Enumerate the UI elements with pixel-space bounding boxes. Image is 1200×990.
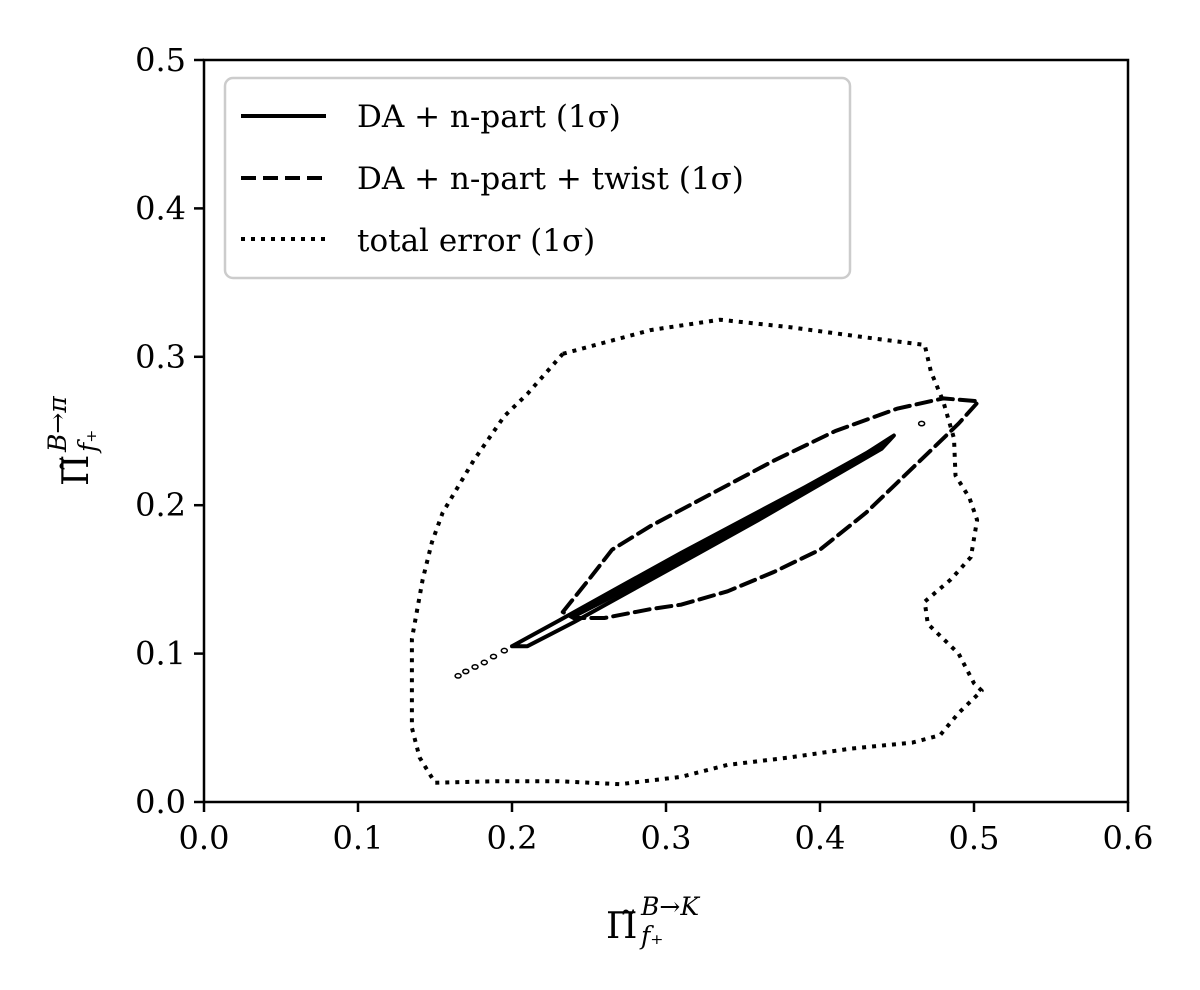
contour-dashed-0 — [560, 396, 981, 620]
x-tick-label: 0.0 — [179, 819, 230, 857]
y-axis-label-symbol: Π̃ — [56, 455, 97, 486]
y-tick-label: 0.0 — [135, 783, 186, 821]
y-axis: 0.0 0.1 0.2 0.3 0.4 0.5 — [135, 41, 204, 821]
contour-solid-1 — [571, 437, 892, 619]
contour-island-point — [480, 659, 489, 666]
x-tick-label: 0.2 — [487, 819, 538, 857]
y-axis-label-subscript: f₊ — [73, 430, 102, 454]
x-tick-label: 0.4 — [795, 819, 846, 857]
x-axis-label-superscript: B→K — [640, 892, 700, 921]
contour-island-point — [500, 647, 509, 654]
x-axis-label: Π̃ B→K f₊ — [606, 892, 700, 950]
contour-island-point — [454, 672, 462, 679]
x-axis-label-subscript: f₊ — [639, 921, 663, 950]
contour-island-point — [471, 664, 479, 670]
legend-label-total-error: total error (1σ) — [357, 223, 595, 259]
plot-content — [409, 317, 984, 787]
y-tick-label: 0.2 — [135, 486, 186, 524]
contour-island-point — [917, 420, 926, 427]
legend: DA + n-part (1σ) DA + n-part + twist (1σ… — [223, 76, 852, 280]
legend-box — [223, 76, 852, 280]
y-axis-label-superscript: B→π — [43, 396, 72, 453]
x-tick-label: 0.3 — [641, 819, 692, 857]
contour-island-point — [489, 653, 498, 660]
x-axis: 0.0 0.1 0.2 0.3 0.4 0.5 0.6 — [179, 802, 1154, 857]
legend-label-da-npart-twist: DA + n-part + twist (1σ) — [357, 161, 744, 197]
x-tick-label: 0.6 — [1103, 819, 1154, 857]
legend-label-da-npart: DA + n-part (1σ) — [357, 99, 621, 135]
x-axis-label-symbol: Π̃ — [606, 906, 637, 947]
y-tick-label: 0.4 — [135, 189, 186, 227]
y-axis-label: Π̃ B→π f₊ — [43, 396, 102, 486]
contour-dotted-0 — [409, 317, 984, 787]
y-tick-label: 0.5 — [135, 41, 186, 79]
contour-island-point — [462, 668, 470, 675]
x-tick-label: 0.1 — [333, 819, 384, 857]
x-tick-label: 0.5 — [949, 819, 1000, 857]
y-tick-label: 0.3 — [135, 338, 186, 376]
y-tick-label: 0.1 — [135, 635, 186, 673]
